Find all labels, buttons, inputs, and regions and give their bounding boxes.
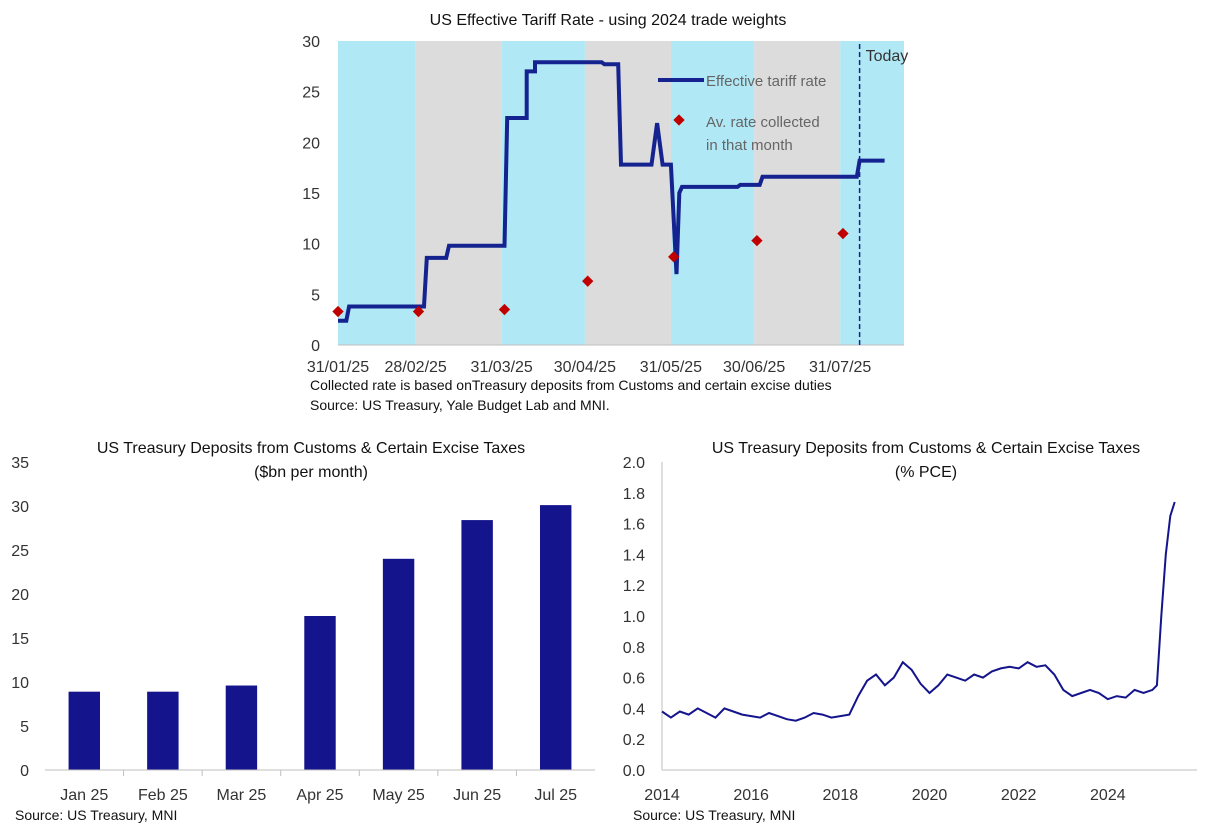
effective-tariff-rate-line [338,60,885,323]
deposits-bar-chart: US Treasury Deposits from Customs & Cert… [11,440,595,823]
y-tick-label: 0.6 [623,671,645,688]
legend-collected-rate-line1: Av. rate collected [706,114,820,131]
bar [225,685,258,770]
tariff-x-axis: 31/01/25 28/02/25 31/03/25 30/04/25 31/05/25… [307,359,872,376]
tariff-chart: US Effective Tariff Rate - using 2024 tr… [302,12,908,413]
pce-y-axis: 0.0 0.2 0.4 0.6 0.8 1.0 1.2 1.4 1.6 1.8 2.0 [623,455,645,780]
y-tick-label: 20 [11,587,29,604]
shading-band-2 [501,41,585,345]
today-label: Today [866,48,909,65]
collected-rate-markers [332,227,849,318]
y-tick-label: 0.8 [623,640,645,657]
pce-chart-title: US Treasury Deposits from Customs & Cert… [712,440,1140,457]
bar [540,505,572,770]
bar [461,520,493,770]
collected-rate-point [751,234,763,247]
x-tick-label: 31/03/25 [471,359,533,376]
shading-band-4 [670,41,755,345]
shading-band-0 [338,41,416,345]
y-tick-label: 2.0 [623,455,645,472]
tariff-note: Collected rate is based onTreasury depos… [310,377,832,393]
x-tick-label: 30/04/25 [554,359,616,376]
collected-rate-point [668,251,680,263]
pce-x-axis: 2014 2016 2018 2020 2022 2024 [644,787,1126,804]
tariff-y-axis: 0 5 10 15 20 25 30 [302,34,320,355]
bar-chart-title: US Treasury Deposits from Customs & Cert… [97,440,525,457]
y-tick-label: 0 [20,763,29,780]
tariff-chart-title: US Effective Tariff Rate - using 2024 tr… [430,12,787,29]
bar-y-axis: 0 5 10 15 20 25 30 35 [11,455,29,780]
x-tick-label: 28/02/25 [385,359,447,376]
collected-rate-point [498,303,511,316]
pce-share-line [661,501,1176,722]
y-tick-label: 0.0 [623,763,645,780]
x-tick-label: 2018 [823,787,859,804]
bar-chart-source: Source: US Treasury, MNI [15,807,177,823]
y-tick-label: 1.2 [623,578,645,595]
pce-chart-subtitle: (% PCE) [895,464,957,481]
pce-chart-source: Source: US Treasury, MNI [633,807,795,823]
x-tick-label: Jun 25 [453,787,501,804]
x-tick-label: Mar 25 [217,787,267,804]
x-tick-label: Feb 25 [138,787,188,804]
collected-rate-point [412,305,425,318]
bar-chart-subtitle: ($bn per month) [254,464,368,481]
x-tick-label: 30/06/25 [723,359,785,376]
y-tick-label: 25 [11,543,29,560]
shading-band-5 [754,41,841,345]
bar [304,616,336,770]
y-tick-label: 30 [302,34,320,51]
y-tick-label: 30 [11,499,29,516]
y-tick-label: 10 [11,675,29,692]
y-tick-label: 5 [311,287,320,304]
y-tick-label: 0.4 [623,701,645,718]
tariff-source: Source: US Treasury, Yale Budget Lab and… [310,397,610,413]
y-tick-label: 10 [302,237,320,254]
x-tick-label: 2014 [644,787,680,804]
y-tick-label: 1.6 [623,517,645,534]
y-tick-label: 15 [11,631,29,648]
x-tick-label: Jul 25 [534,787,577,804]
x-tick-label: 2024 [1090,787,1126,804]
x-tick-label: Jan 25 [60,787,108,804]
x-tick-label: 2020 [912,787,948,804]
y-tick-label: 1.0 [623,609,645,626]
y-tick-label: 25 [302,85,320,102]
shading-band-3 [584,41,671,345]
y-tick-label: 35 [11,455,29,472]
legend-effective-tariff-rate: Effective tariff rate [706,73,826,90]
x-tick-label: 2016 [733,787,769,804]
legend-collected-rate-line2: in that month [706,137,793,154]
bar [68,691,100,770]
bar-x-axis: Jan 25 Feb 25 Mar 25 Apr 25 May 25 Jun 25 Jul … [60,770,577,804]
y-tick-label: 15 [302,186,320,203]
x-tick-label: May 25 [372,787,425,804]
x-tick-label: 31/05/25 [640,359,702,376]
x-tick-label: Apr 25 [296,787,343,804]
collected-rate-point [332,305,344,318]
bar [147,691,179,770]
tariff-period-shading [338,41,904,345]
shading-band-6 [840,41,904,345]
x-tick-label: 2022 [1001,787,1037,804]
y-tick-label: 0.2 [623,732,645,749]
collected-rate-point [837,227,849,240]
y-tick-label: 20 [302,135,320,152]
y-tick-label: 5 [20,719,29,736]
bar-series [68,505,572,770]
y-tick-label: 1.8 [623,486,645,503]
y-tick-label: 0 [311,338,320,355]
shading-band-1 [415,41,502,345]
deposits-pce-chart: US Treasury Deposits from Customs & Cert… [623,440,1197,823]
bar [382,558,415,770]
x-tick-label: 31/01/25 [307,359,369,376]
y-tick-label: 1.4 [623,547,645,564]
x-tick-label: 31/07/25 [809,359,871,376]
collected-rate-point [582,275,594,287]
